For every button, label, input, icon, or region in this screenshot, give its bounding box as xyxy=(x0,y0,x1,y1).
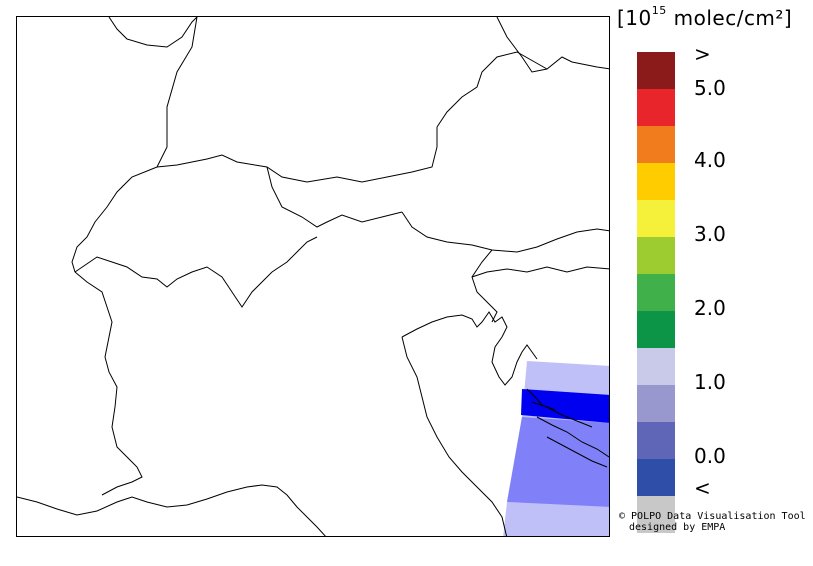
slovenia-croatia-border xyxy=(471,266,609,278)
credit-text: © POLPO Data Visualisation Tool designed… xyxy=(619,511,806,533)
france-germany-border xyxy=(108,17,198,48)
colorbar-swatch-8 xyxy=(637,348,675,385)
colorbar-label-2: 2.0 xyxy=(694,296,726,320)
austria-czech-border xyxy=(436,51,548,128)
map-panel[interactable] xyxy=(16,16,610,537)
colorbar-swatch-12 xyxy=(637,496,675,533)
german-border-north xyxy=(156,17,198,168)
colorbar-swatch-2 xyxy=(637,126,675,163)
colorbar-swatch-11 xyxy=(637,459,675,496)
data-swath-mid xyxy=(507,417,609,507)
italy-slovenia-border xyxy=(471,249,498,323)
colorbar-label-0: 0.0 xyxy=(694,444,726,468)
colorbar-label-lt: < xyxy=(694,476,711,500)
italy-france-border xyxy=(74,271,143,496)
colorbar-swatch-5 xyxy=(637,237,675,274)
data-swath-dark xyxy=(521,389,609,423)
colorbar-swatch-0 xyxy=(637,52,675,89)
germany-austria-border xyxy=(496,17,609,73)
croatian-islands-2 xyxy=(536,416,609,458)
colorbar-swatch-4 xyxy=(637,200,675,237)
austria-italy-border xyxy=(401,211,609,253)
swiss-south-border xyxy=(74,236,318,308)
credit-line-2: designed by EMPA xyxy=(629,522,726,533)
italian-coast-east xyxy=(401,336,508,536)
colorbar-swatch-9 xyxy=(637,385,675,422)
colorbar-swatch-1 xyxy=(637,89,675,126)
colorbar-label-3: 3.0 xyxy=(694,222,726,246)
colorbar-label-4: 4.0 xyxy=(694,148,726,172)
colorbar-swatch-3 xyxy=(637,163,675,200)
colorbar-unit-label: [1015 molec/cm²] xyxy=(617,4,793,30)
colorbar-label-1: 1.0 xyxy=(694,370,726,394)
colorbar-swatch-6 xyxy=(637,274,675,311)
adriatic-coast-north xyxy=(401,311,538,386)
credit-line-1: © POLPO Data Visualisation Tool xyxy=(619,511,806,522)
colorbar-label-gt: > xyxy=(694,42,711,66)
swiss-west-border xyxy=(71,166,158,273)
map-borders xyxy=(17,17,609,536)
colorbar-swatch-10 xyxy=(637,422,675,459)
colorbar-label-5: 5.0 xyxy=(694,76,726,100)
ligurian-coast xyxy=(17,484,326,536)
swiss-north-border xyxy=(156,127,438,183)
colorbar-swatch-7 xyxy=(637,311,675,348)
colorbar xyxy=(637,52,675,533)
map-canvas xyxy=(17,17,609,536)
croatian-islands-4 xyxy=(526,388,556,411)
swiss-austria-border xyxy=(266,166,403,228)
croatian-islands-3 xyxy=(546,436,608,468)
